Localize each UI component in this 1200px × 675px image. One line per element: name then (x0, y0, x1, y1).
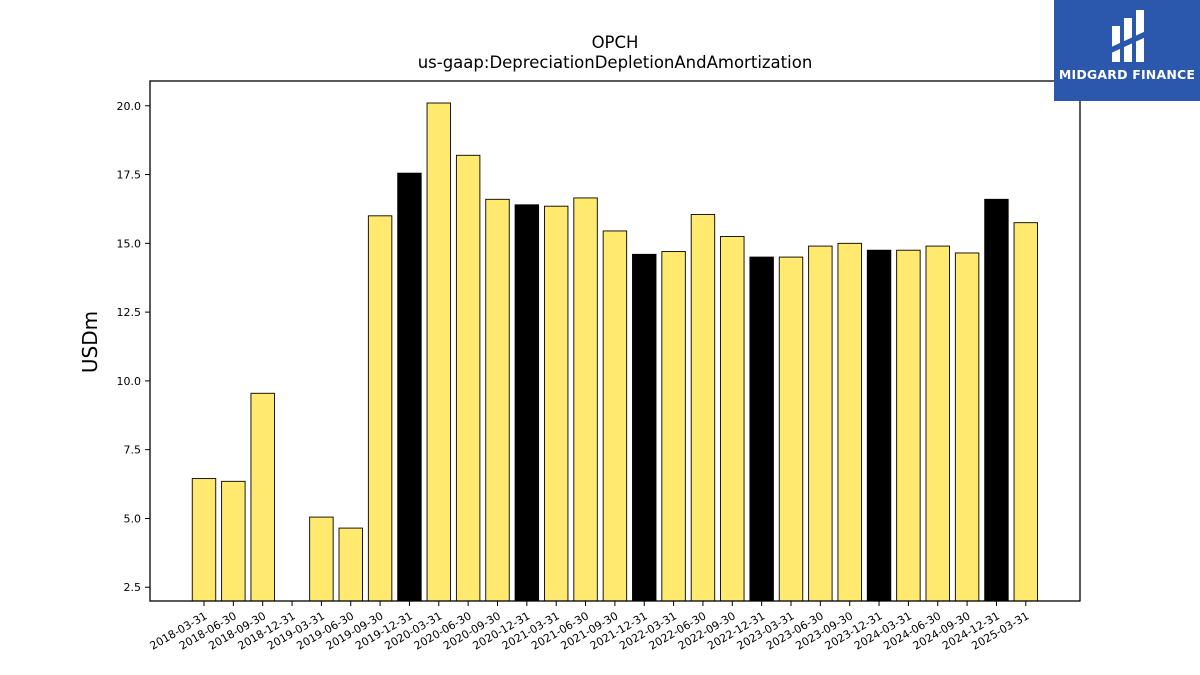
logo-text: MIDGARD FINANCE (1058, 67, 1196, 82)
bar-2018-06-30 (221, 480, 246, 602)
logo-mark-icon (1109, 10, 1148, 62)
bar-2020-09-30 (485, 198, 510, 602)
bar-2021-06-30 (573, 197, 598, 602)
bar-2023-06-30 (808, 245, 833, 602)
bar-2022-03-31 (661, 251, 686, 602)
bar-2020-03-31 (426, 102, 451, 602)
bar-2020-06-30 (455, 154, 481, 602)
bar-2022-09-30 (720, 235, 745, 602)
bar-2024-09-30 (954, 252, 980, 602)
y-tick-label: 17.5 (117, 169, 142, 182)
bar-2019-09-30 (367, 215, 393, 602)
y-axis-label: USDm (78, 311, 102, 373)
chart-subtitle: us-gaap:DepreciationDepletionAndAmortiza… (418, 53, 813, 72)
y-tick-label: 12.5 (117, 306, 142, 319)
midgard-finance-logo: MIDGARD FINANCE (1054, 0, 1200, 101)
bar-2021-12-31 (632, 253, 657, 602)
bar-2025-03-31 (1013, 222, 1038, 602)
bar-2018-03-31 (191, 478, 217, 602)
bar-2022-12-31 (749, 256, 774, 602)
bar-2021-09-30 (602, 230, 628, 602)
x-ticks-group: 2018-03-312018-06-302018-09-302018-12-31… (148, 601, 1031, 653)
y-tick-label: 7.5 (124, 444, 142, 457)
bar-2024-03-31 (896, 249, 921, 602)
bar-2024-06-30 (925, 245, 950, 602)
bar-2021-03-31 (544, 205, 569, 602)
bars-group (191, 102, 1038, 602)
bar-2019-03-31 (309, 516, 334, 602)
bar-2023-09-30 (837, 242, 862, 602)
bar-2018-09-30 (250, 392, 275, 602)
chart-title: OPCH (592, 33, 639, 52)
bar-2022-06-30 (690, 213, 716, 602)
bar-2019-12-31 (397, 172, 422, 602)
y-tick-label: 2.5 (124, 581, 142, 594)
bar-2023-03-31 (778, 256, 804, 602)
bar-2019-06-30 (338, 527, 363, 602)
y-ticks-group: 2.5 5.0 7.5 10.0 12.5 15.0 17.5 20.0 (117, 100, 150, 594)
bar-2024-12-31 (984, 198, 1009, 602)
y-tick-label: 15.0 (117, 237, 142, 250)
plot-frame (149, 80, 1081, 602)
y-tick-label: 5.0 (124, 512, 142, 525)
y-tick-label: 20.0 (117, 100, 142, 113)
y-tick-label: 10.0 (117, 375, 142, 388)
bar-2023-12-31 (866, 249, 892, 602)
bar-2020-12-31 (514, 204, 540, 602)
